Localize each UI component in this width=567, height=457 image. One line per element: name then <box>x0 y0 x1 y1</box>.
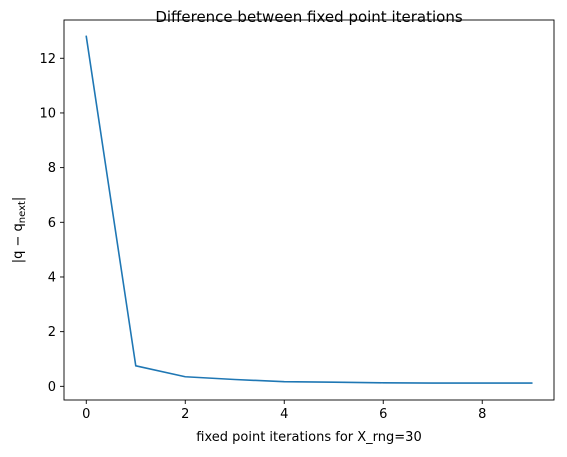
x-tick-label: 0 <box>82 407 90 422</box>
y-tick-label: 10 <box>39 106 56 121</box>
y-tick-label: 12 <box>39 52 56 67</box>
chart-title: Difference between fixed point iteration… <box>155 8 463 26</box>
x-axis: 0 2 4 6 8 <box>82 400 486 422</box>
y-tick-label: 0 <box>48 380 56 395</box>
y-tick-label: 2 <box>48 325 56 340</box>
x-tick-label: 8 <box>478 407 486 422</box>
x-tick-label: 4 <box>280 407 288 422</box>
y-axis-label-suffix: | <box>11 197 26 201</box>
x-tick-label: 6 <box>379 407 387 422</box>
y-axis-label-subscript: next <box>17 201 28 223</box>
x-axis-label: fixed point iterations for X_rng=30 <box>196 430 421 445</box>
series-line <box>85 35 533 384</box>
plot-area-frame <box>63 19 555 401</box>
x-tick-label: 2 <box>181 407 189 422</box>
y-axis: 0 2 4 6 8 10 12 <box>39 52 64 395</box>
series-lines <box>85 35 533 384</box>
y-tick-label: 8 <box>48 161 56 176</box>
y-axis-label: |q − qnext| <box>11 197 28 264</box>
y-axis-label-main: |q − q <box>11 223 26 263</box>
y-tick-label: 6 <box>48 216 56 231</box>
y-tick-label: 4 <box>48 270 56 285</box>
